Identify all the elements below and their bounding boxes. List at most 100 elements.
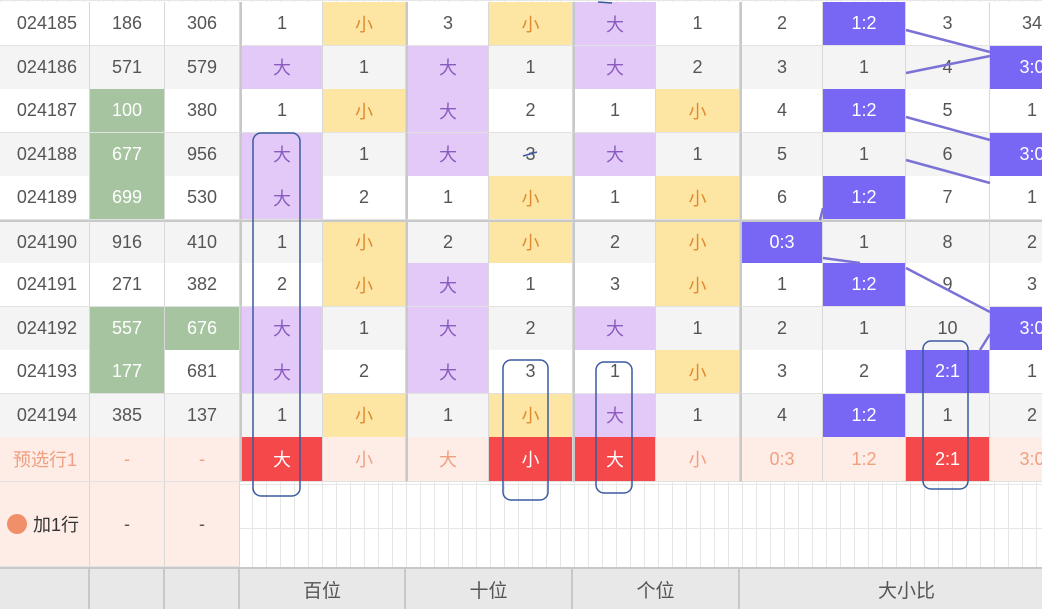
ratio-cell: 2:1 — [906, 350, 990, 394]
digit-cell: 小 — [323, 393, 406, 438]
digit-cell: 小 — [656, 219, 740, 264]
digit-cell: 小 — [489, 2, 573, 46]
ratio-cell: 2 — [740, 2, 823, 46]
ratio-cell: 9 — [906, 263, 990, 307]
digit-cell: 3 — [573, 263, 656, 307]
period-cell: 024192 — [0, 306, 90, 351]
add-icon — [6, 514, 27, 534]
predict-cell: - — [165, 437, 240, 482]
predict-option[interactable]: 2:1 — [906, 437, 990, 482]
ratio-cell: 4 — [740, 393, 823, 438]
number-cell: 137 — [165, 393, 240, 438]
digit-cell: 1 — [573, 176, 656, 220]
ratio-cell: 34 — [990, 2, 1042, 46]
digit-cell: 1 — [323, 45, 406, 90]
number-cell: 571 — [90, 45, 165, 90]
ratio-cell: 4 — [740, 89, 823, 133]
ratio-cell: 10 — [906, 306, 990, 351]
ratio-cell: 8 — [906, 219, 990, 264]
predict-option[interactable]: 大 — [406, 437, 489, 482]
ratio-cell: 7 — [906, 176, 990, 220]
number-cell: 677 — [90, 132, 165, 177]
period-cell: 024193 — [0, 350, 90, 394]
digit-cell: 大 — [240, 306, 323, 351]
predict-option[interactable]: 0:3 — [740, 437, 823, 482]
digit-cell: 1 — [489, 263, 573, 307]
digit-cell: 小 — [323, 89, 406, 133]
predict-option[interactable]: 小 — [656, 437, 740, 482]
ratio-cell: 1:2 — [823, 393, 906, 438]
digit-cell: 1 — [406, 176, 489, 220]
digit-cell: 大 — [573, 132, 656, 177]
digit-cell: 小 — [489, 393, 573, 438]
ratio-cell: 1 — [990, 89, 1042, 133]
number-cell: 530 — [165, 176, 240, 220]
digit-cell: 大 — [573, 393, 656, 438]
digit-cell: 1 — [573, 350, 656, 394]
period-cell: 024189 — [0, 176, 90, 220]
footer-cell — [165, 567, 240, 609]
digit-cell: 小 — [489, 219, 573, 264]
ratio-cell: 6 — [906, 132, 990, 177]
ratio-cell: 1:2 — [823, 89, 906, 133]
digit-cell: 3 — [489, 350, 573, 394]
ratio-cell: 3:0 — [990, 306, 1042, 351]
digit-cell: 2 — [323, 350, 406, 394]
digit-cell: 大 — [406, 89, 489, 133]
ratio-cell: 1 — [823, 45, 906, 90]
digit-cell: 大 — [573, 2, 656, 46]
digit-cell: 1 — [656, 132, 740, 177]
digit-cell: 大 — [406, 350, 489, 394]
number-cell: 956 — [165, 132, 240, 177]
predict-option[interactable]: 大 — [573, 437, 656, 482]
ratio-cell: 1 — [906, 393, 990, 438]
ratio-cell: 2 — [823, 350, 906, 394]
digit-cell: 大 — [406, 306, 489, 351]
period-cell: 024185 — [0, 2, 90, 46]
predict-option[interactable]: 大 — [240, 437, 323, 482]
digit-cell: 小 — [323, 219, 406, 264]
ratio-cell: 2 — [990, 219, 1042, 264]
predict-option[interactable]: 3:0 — [990, 437, 1042, 482]
number-cell: 699 — [90, 176, 165, 220]
number-cell: 557 — [90, 306, 165, 351]
digit-cell: 1 — [406, 393, 489, 438]
ratio-cell: 1 — [990, 350, 1042, 394]
digit-cell: 小 — [323, 263, 406, 307]
period-cell: 024186 — [0, 45, 90, 90]
digit-cell: 大 — [406, 132, 489, 177]
ratio-cell: 3 — [740, 350, 823, 394]
digit-cell: 2 — [489, 306, 573, 351]
number-cell: 177 — [90, 350, 165, 394]
digit-cell: 大 — [240, 45, 323, 90]
number-cell: 916 — [90, 219, 165, 264]
ratio-cell: 2 — [740, 306, 823, 351]
period-cell: 024188 — [0, 132, 90, 177]
ratio-cell: 1 — [823, 219, 906, 264]
digit-cell: 2 — [656, 45, 740, 90]
ratio-cell: 3 — [906, 2, 990, 46]
predict-option[interactable]: 小 — [489, 437, 573, 482]
add-row-label: 加1行 — [32, 515, 79, 535]
digit-cell: 大 — [573, 306, 656, 351]
add-row-button[interactable]: 加1行 — [0, 482, 90, 567]
digit-cell: 大 — [573, 45, 656, 90]
predict-option[interactable]: 小 — [323, 437, 406, 482]
ratio-cell: 3:0 — [990, 45, 1042, 90]
digit-cell: 大 — [406, 45, 489, 90]
predict-option[interactable]: 1:2 — [823, 437, 906, 482]
period-cell: 024190 — [0, 219, 90, 264]
digit-cell: 1 — [656, 393, 740, 438]
digit-cell: 1 — [656, 306, 740, 351]
number-cell: 410 — [165, 219, 240, 264]
digit-cell: 2 — [489, 89, 573, 133]
number-cell: 681 — [165, 350, 240, 394]
ratio-cell: 1 — [823, 132, 906, 177]
ratio-cell: 1:2 — [823, 2, 906, 46]
add-row-cell: - — [165, 482, 240, 567]
ratio-cell: 1:2 — [823, 176, 906, 220]
footer-group-header: 百位 — [240, 567, 406, 609]
footer-group-header: 大小比 — [740, 567, 1042, 609]
ratio-cell: 2 — [990, 393, 1042, 438]
